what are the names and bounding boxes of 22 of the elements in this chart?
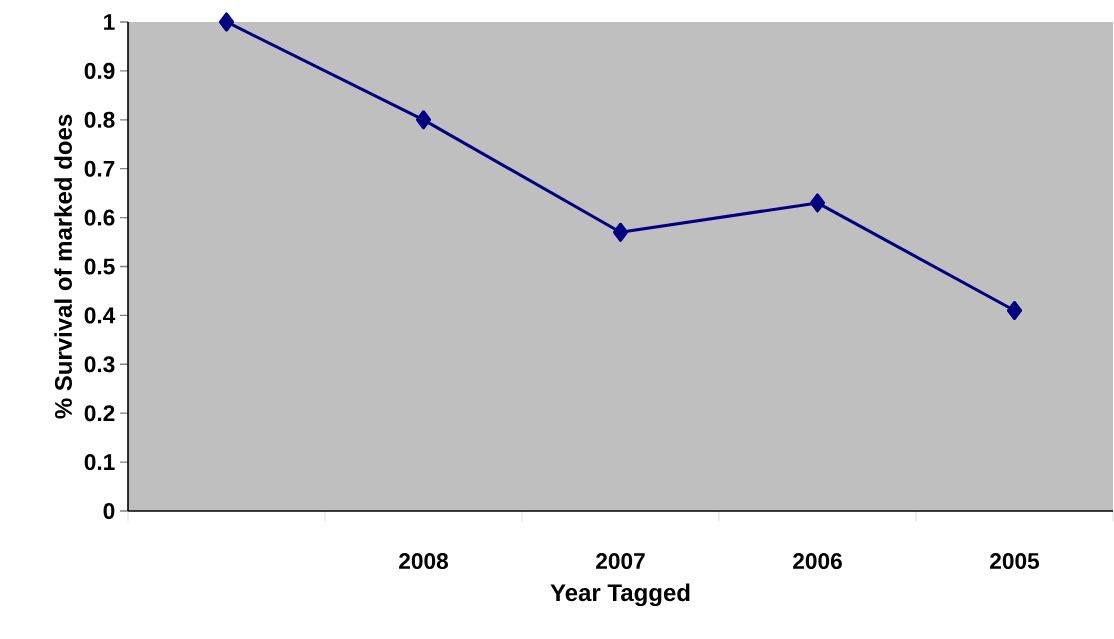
y-tick-label: 0 bbox=[103, 502, 115, 520]
point bbox=[218, 12, 235, 32]
y-axis-title: % Survival of marked does bbox=[54, 114, 72, 419]
y-tick-label: 0.9 bbox=[84, 62, 115, 79]
x-tick-label: 2005 bbox=[990, 553, 1040, 570]
x-axis-title: Year Tagged bbox=[550, 583, 690, 607]
point bbox=[809, 193, 826, 213]
y-tick-label: 0.4 bbox=[84, 307, 116, 324]
x-tick-label: 2006 bbox=[793, 553, 842, 570]
point bbox=[415, 110, 432, 130]
y-tick-label: 0.7 bbox=[84, 160, 115, 177]
y-tick-label: 0.6 bbox=[84, 209, 115, 226]
y-tick-label: 0.5 bbox=[84, 258, 115, 275]
y-tick-label: 0.2 bbox=[84, 405, 115, 422]
point bbox=[612, 222, 629, 242]
point bbox=[1006, 300, 1023, 321]
x-tick-label: 2007 bbox=[596, 553, 645, 570]
y-tick-label: 0.3 bbox=[84, 356, 115, 373]
y-tick-label: 0.8 bbox=[84, 111, 115, 128]
x-tick-label: 2008 bbox=[399, 553, 449, 570]
y-tick-label: 0.1 bbox=[84, 454, 115, 471]
y-tick-label: 1 bbox=[104, 14, 115, 30]
